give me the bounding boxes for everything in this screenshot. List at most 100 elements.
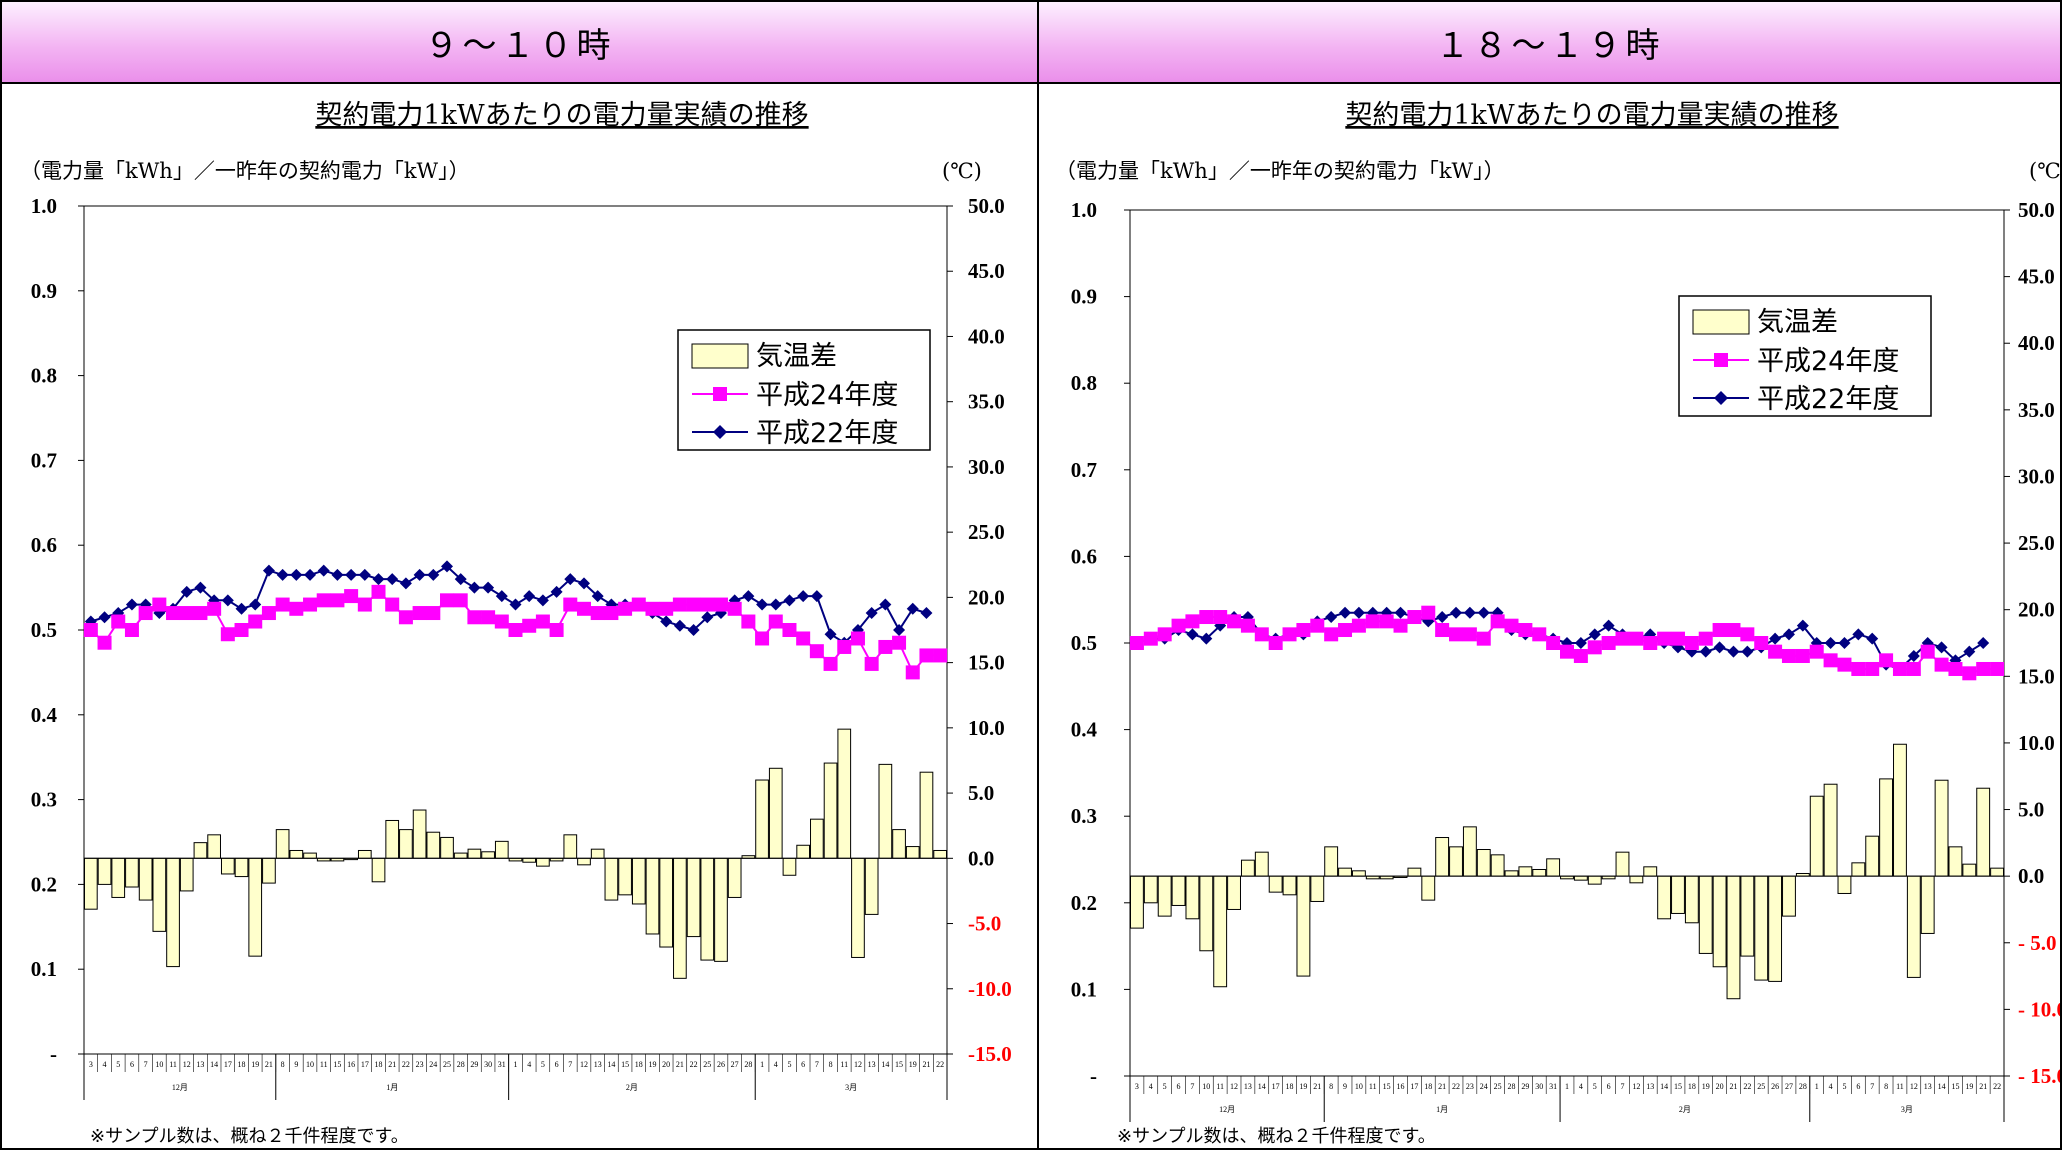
temp-diff-bar [1310,875,1325,902]
series-point-h22 [1713,641,1726,654]
series-point-h24 [83,623,98,637]
y-tick-label: 0.4 [31,703,58,727]
series-point-h22 [427,568,440,581]
x-tick-label: 12 [183,1060,191,1069]
x-tick-label: 28 [1799,1082,1807,1091]
temp-diff-bar [1657,875,1672,920]
x-tick-label: 8 [1329,1082,1333,1091]
x-tick-label: 7 [1620,1082,1624,1091]
y2-tick-label: 30.0 [2018,464,2055,488]
y2-tick-label: - 15.0 [2018,1064,2060,1088]
temp-diff-bar [686,857,701,938]
temp-diff-bar [1490,854,1505,877]
series-point-h24 [1768,644,1783,659]
x-tick-label: 21 [1979,1082,1987,1091]
y-axis-label: （電力量「kWh」／一昨年の契約電力「kW」） [20,159,470,183]
series-point-h24 [138,606,153,621]
series-point-h24 [166,606,181,621]
temp-diff-bar [1476,849,1491,877]
series-point-h24 [261,606,276,621]
x-tick-label: 6 [130,1060,134,1069]
legend-h24-marker-icon [1714,353,1728,367]
x-tick-label: 5 [1842,1082,1846,1091]
series-point-h24 [1171,618,1186,633]
legend-label: 平成22年度 [756,418,898,449]
x-tick-label: 5 [1593,1082,1597,1091]
series-point-h22 [399,577,412,590]
series-point-h24 [1934,657,1949,672]
series-point-h24 [371,584,386,599]
x-tick-label: 28 [1508,1082,1516,1091]
x-tick-label: 6 [555,1060,559,1069]
series-point-h24 [220,627,235,642]
month-label: 1月 [1436,1105,1448,1114]
x-tick-label: 6 [1607,1082,1611,1091]
series-point-h22 [194,581,207,594]
temp-diff-bar [618,857,632,896]
y2-tick-label: 25.0 [968,520,1005,544]
series-point-h24 [1296,623,1311,638]
temp-diff-bar [1462,826,1477,877]
x-tick-label: 14 [210,1060,218,1069]
x-tick-label: 12 [854,1060,862,1069]
x-tick-label: 9 [1343,1082,1347,1091]
y-tick-label: 0.8 [1071,371,1097,395]
x-tick-label: 9 [294,1060,298,1069]
series-point-h24 [1601,636,1616,650]
series-point-h24 [809,644,824,659]
series-point-h22 [564,573,577,586]
y-tick-label: 0.5 [1071,631,1097,655]
x-tick-label: 21 [1438,1082,1446,1091]
x-tick-label: 19 [909,1060,917,1069]
legend-label: 平成22年度 [1757,384,1899,415]
temp-diff-bar [700,857,715,961]
y-tick-label: 0.1 [1071,977,1097,1001]
series-point-h24 [576,601,591,616]
temp-diff-bar [1296,875,1311,977]
y-tick-label: - [50,1042,57,1066]
series-point-h24 [1920,644,1935,659]
series-point-h22 [1838,637,1851,649]
temp-diff-bar [768,767,783,859]
y-tick-label: 0.1 [31,957,57,981]
temp-diff-bar [1768,875,1783,982]
x-tick-label: 23 [416,1060,424,1069]
x-tick-label: 3 [1135,1082,1139,1091]
temp-diff-bar [1435,837,1450,877]
temp-diff-bar [152,857,167,932]
series-point-h22 [454,573,467,586]
temp-diff-bar [1865,835,1880,877]
series-point-h24 [522,618,537,633]
x-tick-label: 22 [1993,1082,2001,1091]
series-point-h24 [1462,627,1477,642]
x-tick-label: 25 [1494,1082,1502,1091]
series-point-h24 [755,631,770,646]
y-tick-label: 0.2 [1071,891,1097,915]
series-point-h24 [1865,661,1880,676]
series-point-h22 [797,590,810,603]
temp-diff-bar [714,857,728,962]
temp-diff-bar [1199,875,1214,952]
series-point-h24 [1407,610,1422,625]
series-point-h24 [412,606,427,621]
x-tick-label: 8 [281,1060,285,1069]
series-point-h22 [1769,632,1782,645]
footnote: ※サンプル数は、概ね２千件程度です。 [1117,1126,1436,1147]
temp-diff-bar [220,857,235,875]
temp-diff-bar [563,834,578,859]
temp-diff-bar [1268,875,1283,893]
temp-diff-bar [399,829,413,859]
x-tick-label: 26 [1771,1082,1779,1091]
series-point-h24 [1587,640,1602,655]
y2-tick-label: - 10.0 [2018,997,2060,1021]
series-point-h22 [249,598,262,611]
month-label: 2月 [1679,1105,1691,1114]
temp-diff-bar [138,857,153,901]
series-point-h22 [509,598,522,611]
y2-tick-label: 25.0 [2018,531,2055,555]
series-point-h24 [1684,636,1699,650]
temp-diff-bar [275,829,290,859]
x-tick-label: 16 [1397,1082,1405,1091]
series-point-h22 [591,590,604,603]
temp-diff-bar [1143,875,1158,904]
